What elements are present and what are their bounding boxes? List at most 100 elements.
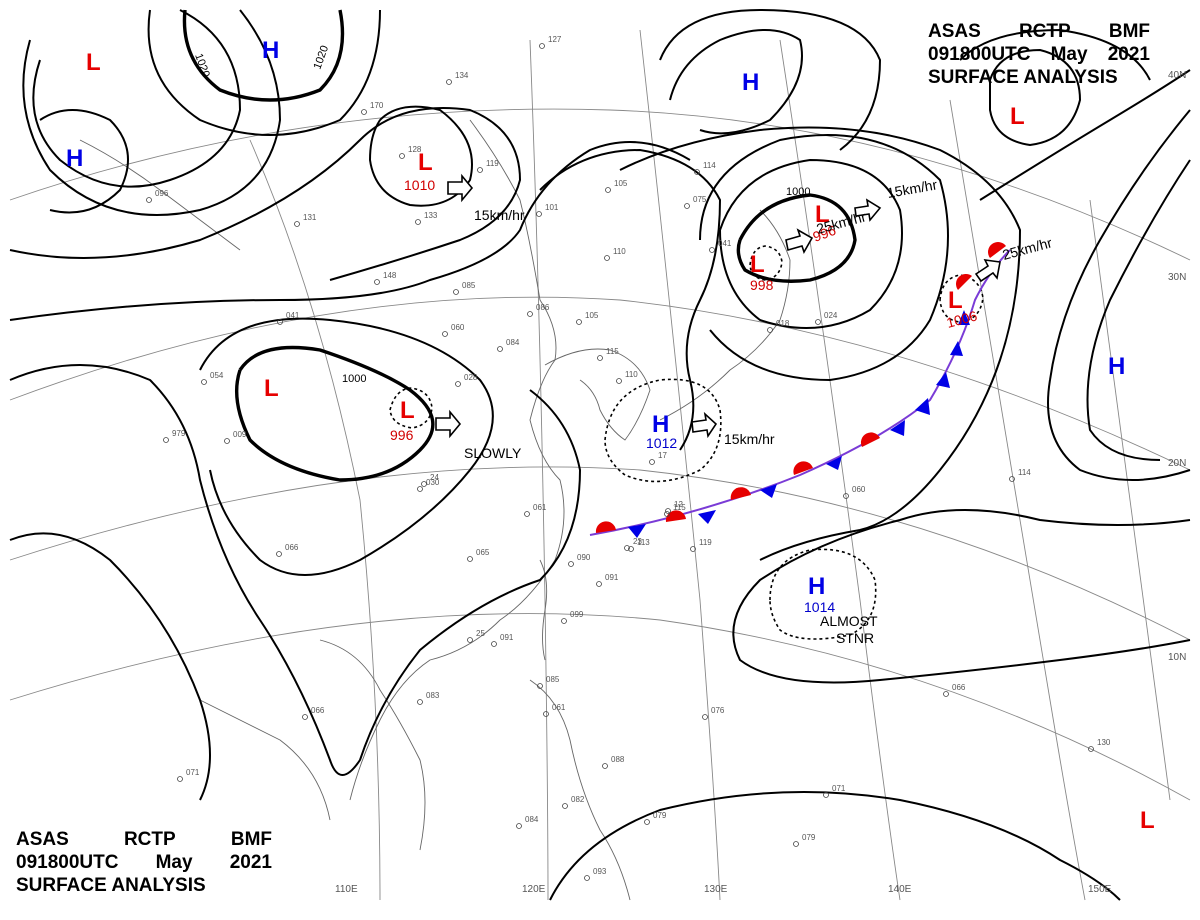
- station-reading: 066: [285, 543, 299, 552]
- high-symbol: H: [742, 69, 759, 96]
- parallel-10n: [9, 613, 1191, 801]
- station-circle: [415, 219, 421, 225]
- station-reading: 24: [430, 473, 439, 482]
- header-top-right: ASAS RCTP BMF 091800UTC May 2021 SURFACE…: [928, 20, 1150, 89]
- motion-note-philippine-2: STNR: [836, 630, 874, 646]
- warm-semicircle: [988, 242, 1006, 258]
- station-circle: [163, 437, 169, 443]
- cold-triangle: [950, 341, 963, 356]
- coordinate-labels: 40N 30N 20N 10N 110E 120E 130E 140E 150E: [335, 70, 1186, 895]
- header-center: RCTP: [123, 829, 176, 850]
- meridian-160e: [1089, 199, 1171, 801]
- station-circle: [455, 381, 461, 387]
- header-agency: ASAS: [928, 21, 981, 42]
- station-circle: [664, 511, 670, 517]
- station-reading: 091: [500, 633, 514, 642]
- station-circle: [562, 803, 568, 809]
- low-symbol: L: [86, 49, 101, 76]
- warm-semicircle: [595, 521, 616, 533]
- isobar-china-outer: [199, 317, 494, 576]
- station-reading: 024: [824, 311, 838, 320]
- station-circle: [694, 169, 700, 175]
- meridian-140e: [779, 39, 901, 901]
- station-reading: 170: [370, 101, 384, 110]
- low-symbol: L: [264, 375, 279, 402]
- cold-front-triangles: [628, 310, 970, 538]
- isobar-label-1000-china: 1000: [342, 373, 366, 385]
- header-center: RCTP: [1018, 21, 1071, 42]
- isobar-mid-north: [9, 107, 521, 281]
- cold-triangle: [958, 310, 970, 325]
- coast-philippines: [529, 679, 631, 901]
- lat-label-20n: 20N: [1168, 458, 1186, 469]
- station-circle: [539, 43, 545, 49]
- isobar-philippine-sea: [732, 509, 1191, 684]
- station-circle: [815, 319, 821, 325]
- station-reading: 066: [311, 706, 325, 715]
- station-circle: [491, 641, 497, 647]
- station-circle: [467, 556, 473, 562]
- station-reading: 085: [462, 281, 476, 290]
- station-circle: [690, 546, 696, 552]
- header-agency: ASAS: [16, 829, 69, 850]
- header-product: SURFACE ANALYSIS: [16, 875, 206, 896]
- warm-semicircle: [860, 432, 880, 447]
- station-reading: 17: [658, 451, 667, 460]
- station-circle: [477, 167, 483, 173]
- station-reading: 079: [653, 811, 667, 820]
- isobars: [9, 9, 1191, 901]
- station-reading: 091: [605, 573, 619, 582]
- station-reading: 083: [426, 691, 440, 700]
- header-year: 2021: [1107, 44, 1150, 65]
- front: [589, 242, 1011, 538]
- station-reading: 115: [606, 347, 619, 356]
- isobar-okhotsk-outer: [699, 134, 949, 381]
- station-reading: 061: [533, 503, 547, 512]
- station-reading: 076: [711, 706, 725, 715]
- station-circle: [702, 714, 708, 720]
- station-circle: [576, 319, 582, 325]
- station-circle: [467, 637, 473, 643]
- motion-arrow-china: [435, 409, 462, 439]
- station-circle: [644, 819, 650, 825]
- station-reading: 979: [172, 429, 186, 438]
- cold-triangle: [628, 524, 646, 538]
- station-circle: [602, 763, 608, 769]
- station-reading: 084: [525, 815, 539, 824]
- station-reading: 133: [424, 211, 438, 220]
- isobar-west-high: [39, 109, 129, 214]
- station-plots: 127 134 170 128 119 096 131 133 148 085 060 101 105 0…: [146, 35, 1111, 881]
- motion-note-ecs: 15km/hr: [724, 431, 775, 447]
- station-circle: [146, 197, 152, 203]
- header-month: May: [155, 852, 193, 873]
- station-reading: 061: [552, 703, 566, 712]
- header-line-1: ASAS RCTP BMF: [928, 20, 1150, 43]
- lat-label-10n: 10N: [1168, 652, 1186, 663]
- coast-china-east: [349, 119, 565, 801]
- coast-indochina: [319, 639, 426, 851]
- station-reading: 054: [210, 371, 224, 380]
- station-circle: [302, 714, 308, 720]
- station-reading: 041: [718, 239, 732, 248]
- station-reading: 148: [383, 271, 397, 280]
- station-reading: 134: [455, 71, 469, 80]
- station-circle: [177, 776, 183, 782]
- station-reading: 110: [613, 247, 626, 256]
- station-reading: 131: [303, 213, 317, 222]
- station-reading: 115: [673, 503, 686, 512]
- station-circle: [446, 79, 452, 85]
- station-reading: 060: [852, 485, 866, 494]
- station-circle: [561, 618, 567, 624]
- motion-arrow-okhotsk: [854, 198, 882, 222]
- meridian-110e: [249, 139, 381, 901]
- motion-arrow-ecs: [691, 411, 718, 439]
- high-pressure-value: 1014: [804, 599, 835, 615]
- station-circle: [399, 153, 405, 159]
- header-product: SURFACE ANALYSIS: [928, 67, 1118, 88]
- coast-korea: [544, 348, 651, 441]
- station-reading: 105: [585, 311, 599, 320]
- station-circle: [527, 311, 533, 317]
- station-circle: [497, 346, 503, 352]
- station-circle: [294, 221, 300, 227]
- station-reading: 127: [548, 35, 562, 44]
